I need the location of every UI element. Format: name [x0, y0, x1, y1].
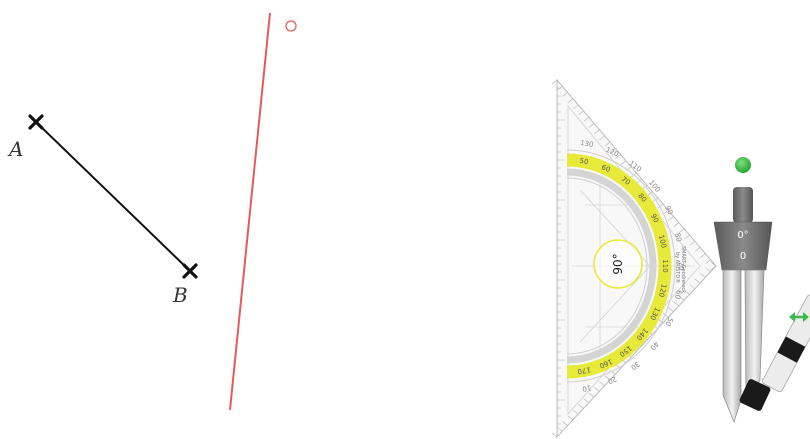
protractor-outer-arc — [566, 149, 676, 383]
scale-label: 10 — [582, 383, 592, 392]
scale-label: 110 — [661, 259, 669, 272]
protractor-grey-arc — [566, 168, 657, 364]
point-a-label: A — [7, 137, 23, 161]
point-a-marker[interactable] — [28, 114, 44, 130]
compass-pencil-clip — [739, 379, 771, 411]
scale-label: 50 — [663, 316, 674, 328]
set-square-brand-line1: SMART Geodreieck — [680, 246, 686, 293]
scale-label: 80 — [673, 232, 683, 243]
scale-label: 170 — [577, 365, 592, 375]
protractor-yellow-arc — [566, 153, 672, 379]
compass[interactable]: 0° 0 — [713, 157, 810, 424]
red-line-handle[interactable] — [285, 20, 297, 32]
set-square-center-label: 90° — [611, 253, 625, 274]
scale-label: 90 — [663, 205, 674, 217]
scale-label: 100 — [657, 234, 668, 249]
scale-label: 70 — [620, 175, 632, 187]
compass-rotate-handle[interactable] — [735, 157, 751, 173]
scale-label: 20 — [607, 374, 618, 385]
scale-label: 30 — [629, 360, 641, 372]
compass-pencil[interactable] — [761, 294, 810, 393]
compass-pencil-leg[interactable] — [744, 269, 765, 402]
point-b-marker[interactable] — [182, 263, 198, 279]
compass-resize-arrow-icon[interactable] — [789, 312, 809, 322]
point-b-label: B — [172, 283, 188, 307]
scale-label: 80 — [636, 192, 648, 204]
scale-label: 40 — [648, 340, 660, 352]
compass-head[interactable] — [713, 221, 773, 271]
segment-ab[interactable] — [35, 121, 191, 272]
scale-label: 130 — [580, 139, 595, 149]
point-b[interactable]: B — [172, 263, 198, 307]
compass-knob[interactable] — [733, 187, 753, 223]
scale-label: 50 — [579, 157, 589, 166]
point-a[interactable]: A — [7, 114, 44, 161]
set-square-brand-line2: by ARISTO® — [674, 252, 681, 283]
compass-radius-label: 0 — [740, 251, 746, 262]
compass-needle-leg[interactable] — [722, 269, 742, 424]
protractor-inner-arc — [566, 177, 648, 355]
scale-label: 60 — [673, 289, 683, 300]
scale-label: 60 — [600, 163, 611, 174]
set-square-left-ruler — [557, 87, 565, 425]
scale-label: 70 — [677, 262, 685, 271]
red-line[interactable] — [229, 12, 271, 411]
set-square-center-circle[interactable] — [593, 239, 643, 289]
scale-label: 90 — [649, 213, 660, 225]
scale-label: 120 — [657, 283, 668, 298]
compass-angle-label: 0° — [737, 230, 748, 241]
